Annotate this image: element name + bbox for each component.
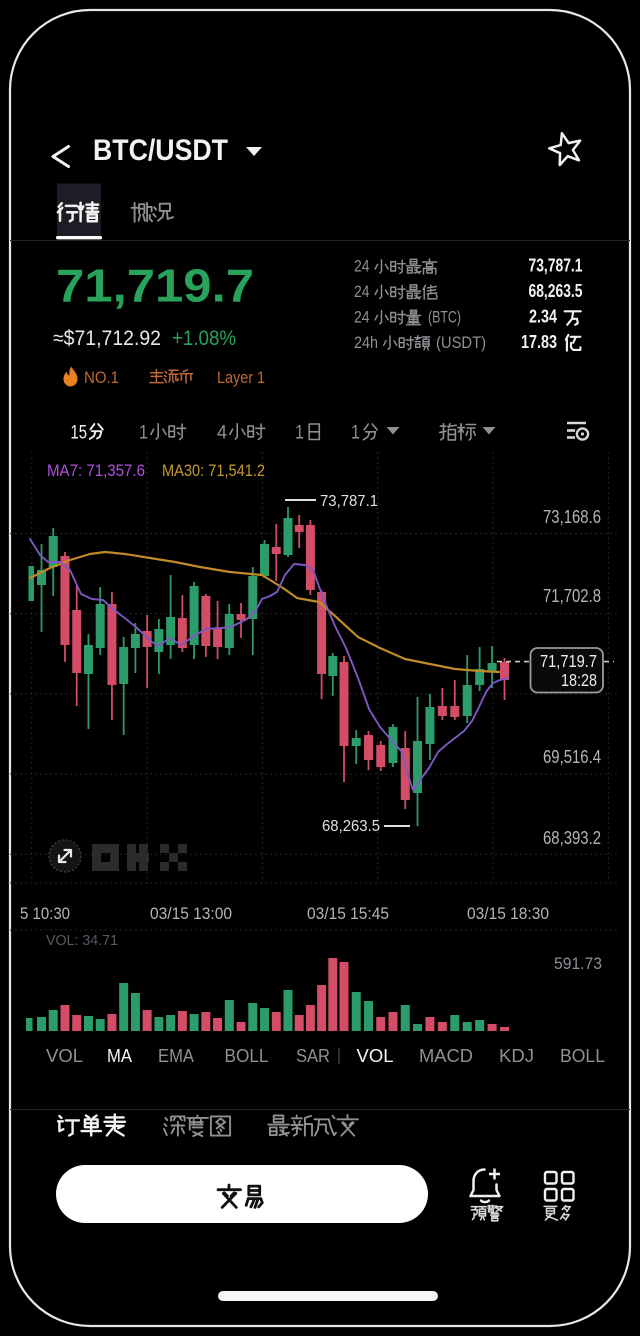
svg-text:MACD: MACD <box>419 1045 473 1066</box>
svg-text:591.73: 591.73 <box>554 955 602 973</box>
svg-text:71,719.7: 71,719.7 <box>540 651 597 671</box>
svg-text:VOL: VOL <box>46 1045 83 1066</box>
svg-text:03/15 18:30: 03/15 18:30 <box>467 905 549 923</box>
svg-text:2.34: 2.34 <box>529 305 558 326</box>
svg-text:VOL: 34.71: VOL: 34.71 <box>46 932 118 949</box>
svg-text:BOLL: BOLL <box>560 1045 605 1066</box>
svg-text:68,263.5: 68,263.5 <box>322 818 380 835</box>
svg-text:5 10:30: 5 10:30 <box>20 905 70 923</box>
svg-text:MA: MA <box>107 1045 133 1066</box>
svg-text:VOL: VOL <box>357 1045 394 1066</box>
svg-text:17.83: 17.83 <box>521 331 557 352</box>
svg-text:24: 24 <box>354 308 370 326</box>
svg-text:1: 1 <box>295 422 304 444</box>
svg-text:BTC/USDT: BTC/USDT <box>93 134 228 167</box>
svg-text:24h: 24h <box>354 334 378 352</box>
svg-text:≈$71,712.92: ≈$71,712.92 <box>53 327 161 350</box>
svg-text:73,787.1: 73,787.1 <box>320 493 378 510</box>
svg-text:68,393.2: 68,393.2 <box>543 827 601 848</box>
svg-text:73,787.1: 73,787.1 <box>529 255 583 276</box>
svg-text:BOLL: BOLL <box>225 1045 269 1066</box>
svg-text:NO.1: NO.1 <box>84 368 119 387</box>
svg-text:24: 24 <box>354 283 370 301</box>
svg-text:(USDT): (USDT) <box>436 334 486 352</box>
svg-text:Layer 1: Layer 1 <box>217 368 265 387</box>
svg-text:1: 1 <box>139 422 148 444</box>
svg-text:71,719.7: 71,719.7 <box>56 260 254 312</box>
svg-text:03/15 15:45: 03/15 15:45 <box>307 905 389 923</box>
svg-text:+1.08%: +1.08% <box>172 327 236 350</box>
svg-text:15: 15 <box>71 422 88 444</box>
svg-text:71,702.8: 71,702.8 <box>543 585 601 606</box>
svg-text:73,168.6: 73,168.6 <box>543 506 601 527</box>
svg-text:SAR: SAR <box>296 1045 330 1066</box>
svg-text:03/15 13:00: 03/15 13:00 <box>150 905 232 923</box>
svg-text:18:28: 18:28 <box>561 670 597 690</box>
svg-text:24: 24 <box>354 258 370 276</box>
svg-text:MA7: 71,357.6: MA7: 71,357.6 <box>47 461 145 480</box>
svg-text:69,516.4: 69,516.4 <box>543 746 601 767</box>
svg-text:EMA: EMA <box>158 1045 195 1066</box>
svg-text:(BTC): (BTC) <box>428 308 461 326</box>
svg-text:4: 4 <box>217 422 227 444</box>
svg-text:KDJ: KDJ <box>499 1045 534 1066</box>
svg-text:MA30: 71,541.2: MA30: 71,541.2 <box>162 461 265 480</box>
svg-text:1: 1 <box>351 422 360 444</box>
svg-text:68,263.5: 68,263.5 <box>529 280 583 301</box>
